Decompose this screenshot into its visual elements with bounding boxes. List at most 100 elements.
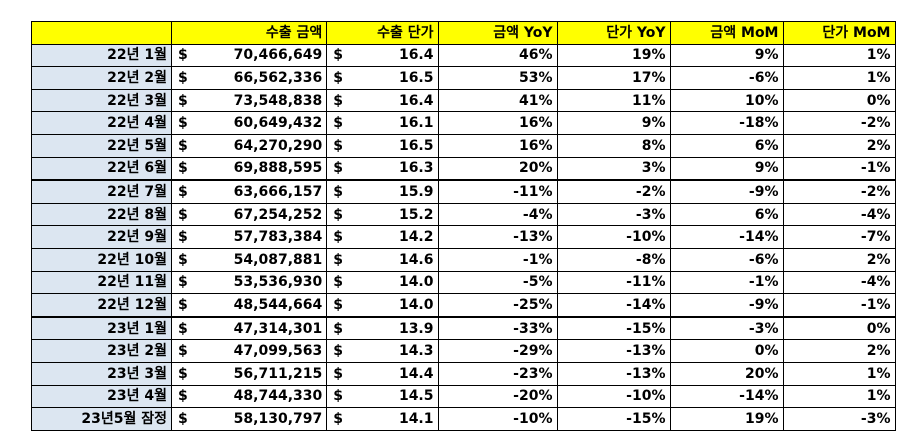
amount-mom-cell: 20% (669, 361, 784, 386)
export-amount-cell: 53,536,930 (191, 270, 328, 295)
price-mom-cell: 0% (782, 88, 896, 113)
export-price-cell: 14.1 (347, 407, 439, 431)
table-row: 22년 2월 $66,562,336 $16.5 53% 17% -6% 1% (31, 66, 896, 90)
price-yoy-cell: -13% (556, 361, 671, 386)
export-amount-cell: 56,711,215 (191, 361, 328, 386)
export-data-table: 수출 금액 수출 단가 금액 YoY 단가 YoY 금액 MoM 단가 MoM … (31, 21, 896, 431)
price-currency-cell: $ (326, 156, 347, 182)
price-currency-cell: $ (326, 88, 347, 113)
amount-yoy-cell: -25% (437, 293, 558, 318)
export-price-cell: 15.2 (347, 202, 439, 227)
price-mom-cell: -1% (782, 293, 896, 318)
export-amount-cell: 60,649,432 (191, 111, 328, 135)
amount-currency-cell: $ (170, 111, 192, 135)
amount-yoy-cell: 53% (437, 66, 558, 90)
header-amount-mom: 금액 MoM (669, 21, 784, 45)
export-price-cell: 16.4 (347, 43, 439, 68)
export-amount-cell: 48,744,330 (191, 384, 328, 409)
export-price-cell: 14.3 (347, 339, 439, 363)
price-currency-cell: $ (326, 384, 347, 409)
price-yoy-cell: -3% (556, 202, 671, 227)
table-row: 22년 9월 $57,783,384 $14.2 -13% -10% -14% -7% (31, 225, 896, 249)
export-price-cell: 13.9 (347, 316, 439, 341)
export-price-cell: 15.9 (347, 179, 439, 204)
price-yoy-cell: -10% (556, 225, 671, 249)
price-currency-cell: $ (326, 361, 347, 386)
table-row: 22년 4월 $60,649,432 $16.1 16% 9% -18% -2% (31, 111, 896, 135)
table-row: 23년 2월 $47,099,563 $14.3 -29% -13% 0% 2% (31, 339, 896, 363)
export-price-cell: 14.5 (347, 384, 439, 409)
export-price-cell: 16.3 (347, 156, 439, 182)
export-price-cell: 14.0 (347, 293, 439, 318)
price-currency-cell: $ (326, 247, 347, 272)
price-yoy-cell: -14% (556, 293, 671, 318)
price-yoy-cell: -15% (556, 407, 671, 431)
amount-currency-cell: $ (170, 339, 192, 363)
price-mom-cell: -3% (782, 407, 896, 431)
month-label-cell: 22년 4월 (31, 111, 172, 135)
amount-yoy-cell: 46% (437, 43, 558, 68)
amount-currency-cell: $ (170, 225, 192, 249)
table-row: 22년 6월 $69,888,595 $16.3 20% 3% 9% -1% (31, 156, 896, 182)
export-amount-cell: 57,783,384 (191, 225, 328, 249)
price-yoy-cell: 3% (556, 156, 671, 182)
price-mom-cell: -4% (782, 202, 896, 227)
price-yoy-cell: -8% (556, 247, 671, 272)
table-row: 22년 11월 $53,536,930 $14.0 -5% -11% -1% -4% (31, 270, 896, 295)
amount-mom-cell: 0% (669, 339, 784, 363)
month-label-cell: 22년 6월 (31, 156, 172, 182)
amount-currency-cell: $ (170, 316, 192, 341)
month-label-cell: 23년 4월 (31, 384, 172, 409)
month-label-cell: 22년 10월 (31, 247, 172, 272)
price-yoy-cell: 17% (556, 66, 671, 90)
export-price-cell: 16.5 (347, 66, 439, 90)
price-yoy-cell: 9% (556, 111, 671, 135)
price-currency-cell: $ (326, 66, 347, 90)
month-label-cell: 22년 3월 (31, 88, 172, 113)
amount-mom-cell: 6% (669, 133, 784, 158)
amount-currency-cell: $ (170, 43, 192, 68)
amount-yoy-cell: 41% (437, 88, 558, 113)
export-price-cell: 16.4 (347, 88, 439, 113)
amount-currency-cell: $ (170, 270, 192, 295)
export-amount-cell: 64,270,290 (191, 133, 328, 158)
amount-yoy-cell: -5% (437, 270, 558, 295)
amount-mom-cell: -3% (669, 316, 784, 341)
header-price-mom: 단가 MoM (782, 21, 896, 45)
amount-yoy-cell: -4% (437, 202, 558, 227)
amount-mom-cell: -9% (669, 293, 784, 318)
price-mom-cell: -2% (782, 111, 896, 135)
price-yoy-cell: -11% (556, 270, 671, 295)
table-row: 23년 1월 $47,314,301 $13.9 -33% -15% -3% 0% (31, 316, 896, 341)
price-currency-cell: $ (326, 179, 347, 204)
export-price-cell: 14.2 (347, 225, 439, 249)
export-price-cell: 14.6 (347, 247, 439, 272)
month-label-cell: 22년 2월 (31, 66, 172, 90)
price-currency-cell: $ (326, 293, 347, 318)
price-yoy-cell: -13% (556, 339, 671, 363)
price-mom-cell: 0% (782, 316, 896, 341)
table-row: 22년 7월 $63,666,157 $15.9 -11% -2% -9% -2% (31, 179, 896, 204)
amount-mom-cell: -1% (669, 270, 784, 295)
price-currency-cell: $ (326, 202, 347, 227)
price-currency-cell: $ (326, 339, 347, 363)
export-amount-cell: 58,130,797 (191, 407, 328, 431)
amount-yoy-cell: -13% (437, 225, 558, 249)
export-price-cell: 14.4 (347, 361, 439, 386)
amount-currency-cell: $ (170, 179, 192, 204)
amount-currency-cell: $ (170, 202, 192, 227)
price-mom-cell: 1% (782, 384, 896, 409)
header-price-yoy: 단가 YoY (556, 21, 671, 45)
amount-currency-cell: $ (170, 247, 192, 272)
export-amount-cell: 67,254,252 (191, 202, 328, 227)
price-yoy-cell: -15% (556, 316, 671, 341)
amount-yoy-cell: -29% (437, 339, 558, 363)
export-amount-cell: 69,888,595 (191, 156, 328, 182)
amount-yoy-cell: -10% (437, 407, 558, 431)
price-mom-cell: 1% (782, 361, 896, 386)
export-amount-cell: 66,562,336 (191, 66, 328, 90)
table-row: 22년 3월 $73,548,838 $16.4 41% 11% 10% 0% (31, 88, 896, 113)
export-amount-cell: 73,548,838 (191, 88, 328, 113)
header-amount-yoy: 금액 YoY (437, 21, 558, 45)
table-row: 22년 5월 $64,270,290 $16.5 16% 8% 6% 2% (31, 133, 896, 158)
